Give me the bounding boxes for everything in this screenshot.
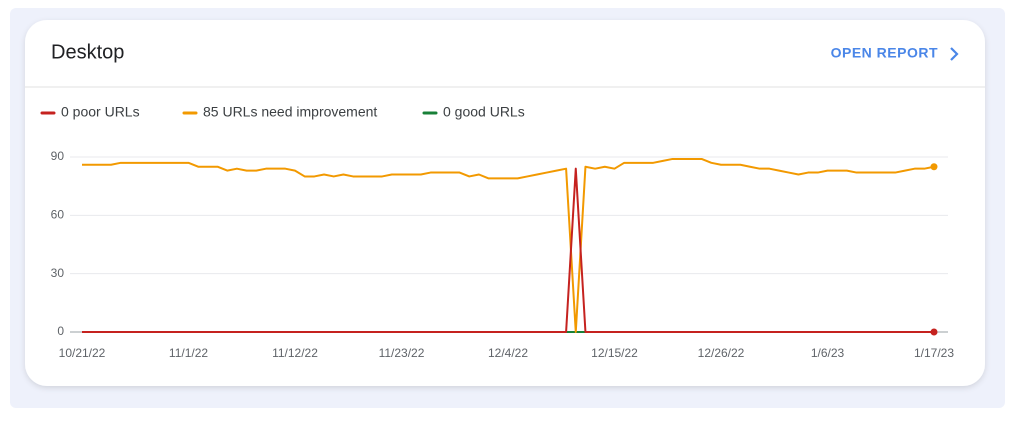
x-tick-label: 12/15/22: [591, 346, 638, 360]
x-tick-label: 1/17/23: [914, 346, 954, 360]
x-tick-label: 12/26/22: [698, 346, 745, 360]
open-report-link[interactable]: OPEN REPORT: [831, 45, 938, 61]
y-tick-label: 0: [57, 324, 64, 338]
legend-label: 0 good URLs: [443, 104, 525, 120]
end-point: [930, 163, 938, 171]
legend: 0 poor URLs 85 URLs need improvement 0 goo…: [40, 104, 525, 120]
x-tick-label: 1/6/23: [811, 346, 845, 360]
card-title: Desktop: [51, 41, 124, 63]
end-point: [930, 328, 938, 336]
x-tick-label: 11/23/22: [379, 346, 425, 360]
x-tick-label: 11/1/22: [169, 346, 208, 360]
legend-label: 85 URLs need improvement: [203, 104, 377, 120]
x-tick-label: 12/4/22: [488, 346, 528, 360]
legend-label: 0 poor URLs: [61, 104, 140, 120]
y-tick-label: 90: [51, 149, 65, 163]
card: [25, 20, 985, 386]
x-tick-label: 11/12/22: [272, 346, 318, 360]
series-line: [82, 167, 934, 333]
plot: 0 30 60 90 10/21/22 11/1/22 11/12/22 11/23/22 12…: [51, 149, 955, 360]
y-tick-label: 60: [51, 208, 65, 222]
chevron-icon[interactable]: [950, 47, 959, 61]
y-tick-label: 30: [51, 266, 65, 280]
x-tick-label: 10/21/22: [59, 346, 106, 360]
series-line: [82, 157, 935, 333]
